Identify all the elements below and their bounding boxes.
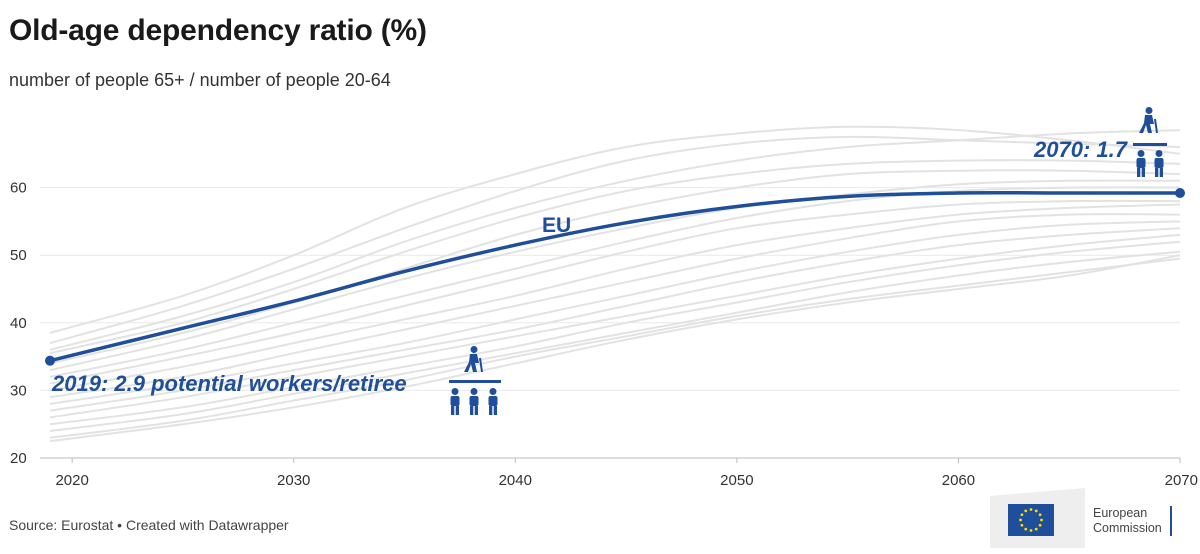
eu-stars-icon [1019, 508, 1043, 532]
eu-start-point [45, 355, 55, 366]
country-line [49, 220, 1181, 405]
x-axis-ticks: 2020 2030 2040 2050 2060 2070 [55, 458, 1198, 489]
eu-star-icon [1029, 508, 1033, 511]
country-line [49, 233, 1181, 419]
country-line [49, 227, 1181, 412]
eu-star-icon [1034, 509, 1038, 513]
country-lines [49, 125, 1181, 443]
annotation-2070: 2070: 1.7 [1033, 137, 1129, 162]
country-line [49, 240, 1181, 426]
x-tick-label: 2020 [55, 472, 88, 489]
country-line [49, 213, 1181, 399]
worker-person-icon [488, 388, 498, 415]
eu-star-icon [1040, 518, 1043, 522]
worker-person-icon [469, 388, 479, 415]
elderly-person-icon [1139, 107, 1158, 134]
eu-star-icon [1034, 527, 1038, 531]
workers-retiree-icon-2070 [1133, 107, 1167, 177]
country-line [49, 135, 1181, 345]
worker-person-icon [1136, 150, 1146, 177]
x-tick-label: 2070 [1165, 472, 1198, 489]
source-note: Source: Eurostat • Created with Datawrap… [9, 517, 289, 533]
country-line [49, 125, 1181, 334]
annotations: 2019: 2.9 potential workers/retiree 2070:… [51, 107, 1167, 415]
worker-person-icon [450, 388, 460, 415]
country-line [49, 159, 1181, 355]
country-line [49, 257, 1181, 439]
annotation-2019: 2019: 2.9 potential workers/retiree [51, 371, 407, 396]
y-tick-label: 40 [10, 315, 27, 332]
y-tick-label: 20 [10, 450, 27, 467]
logo-line-1: European [1093, 506, 1148, 520]
y-tick-label: 30 [10, 382, 27, 399]
eu-star-icon [1020, 513, 1024, 517]
x-tick-label: 2030 [277, 472, 310, 489]
country-line [49, 199, 1181, 385]
x-tick-label: 2060 [942, 472, 975, 489]
elderly-person-icon [464, 346, 483, 373]
eu-series [45, 188, 1185, 366]
european-commission-text: European Commission [1093, 506, 1172, 536]
eu-end-point [1175, 188, 1185, 199]
eu-star-icon [1038, 513, 1042, 517]
country-line [49, 254, 1181, 443]
y-tick-label: 60 [10, 180, 27, 197]
eu-line [49, 190, 1180, 363]
country-line [49, 129, 1181, 351]
eu-star-icon [1024, 527, 1028, 531]
chart-subtitle: number of people 65+ / number of people … [9, 70, 391, 90]
eu-star-icon [1019, 518, 1022, 522]
worker-person-icon [1154, 150, 1164, 177]
country-line [49, 179, 1181, 372]
y-tick-label: 50 [10, 247, 27, 264]
workers-retiree-icon-2019 [449, 346, 501, 415]
x-tick-label: 2040 [499, 472, 532, 489]
country-line [49, 250, 1181, 432]
country-line [49, 203, 1181, 392]
logo-line-2: Commission [1093, 521, 1162, 535]
y-axis-ticks: 20 30 40 50 60 [10, 180, 27, 467]
country-line [49, 169, 1181, 365]
eu-star-icon [1020, 523, 1024, 527]
eu-star-icon [1029, 529, 1033, 532]
country-line [49, 186, 1181, 378]
x-tick-label: 2050 [720, 472, 753, 489]
eu-star-icon [1024, 509, 1028, 513]
annotation-eu-label: EU [542, 214, 571, 237]
chart-title: Old-age dependency ratio (%) [9, 14, 427, 47]
european-commission-logo [990, 488, 1085, 548]
eu-star-icon [1038, 523, 1042, 527]
